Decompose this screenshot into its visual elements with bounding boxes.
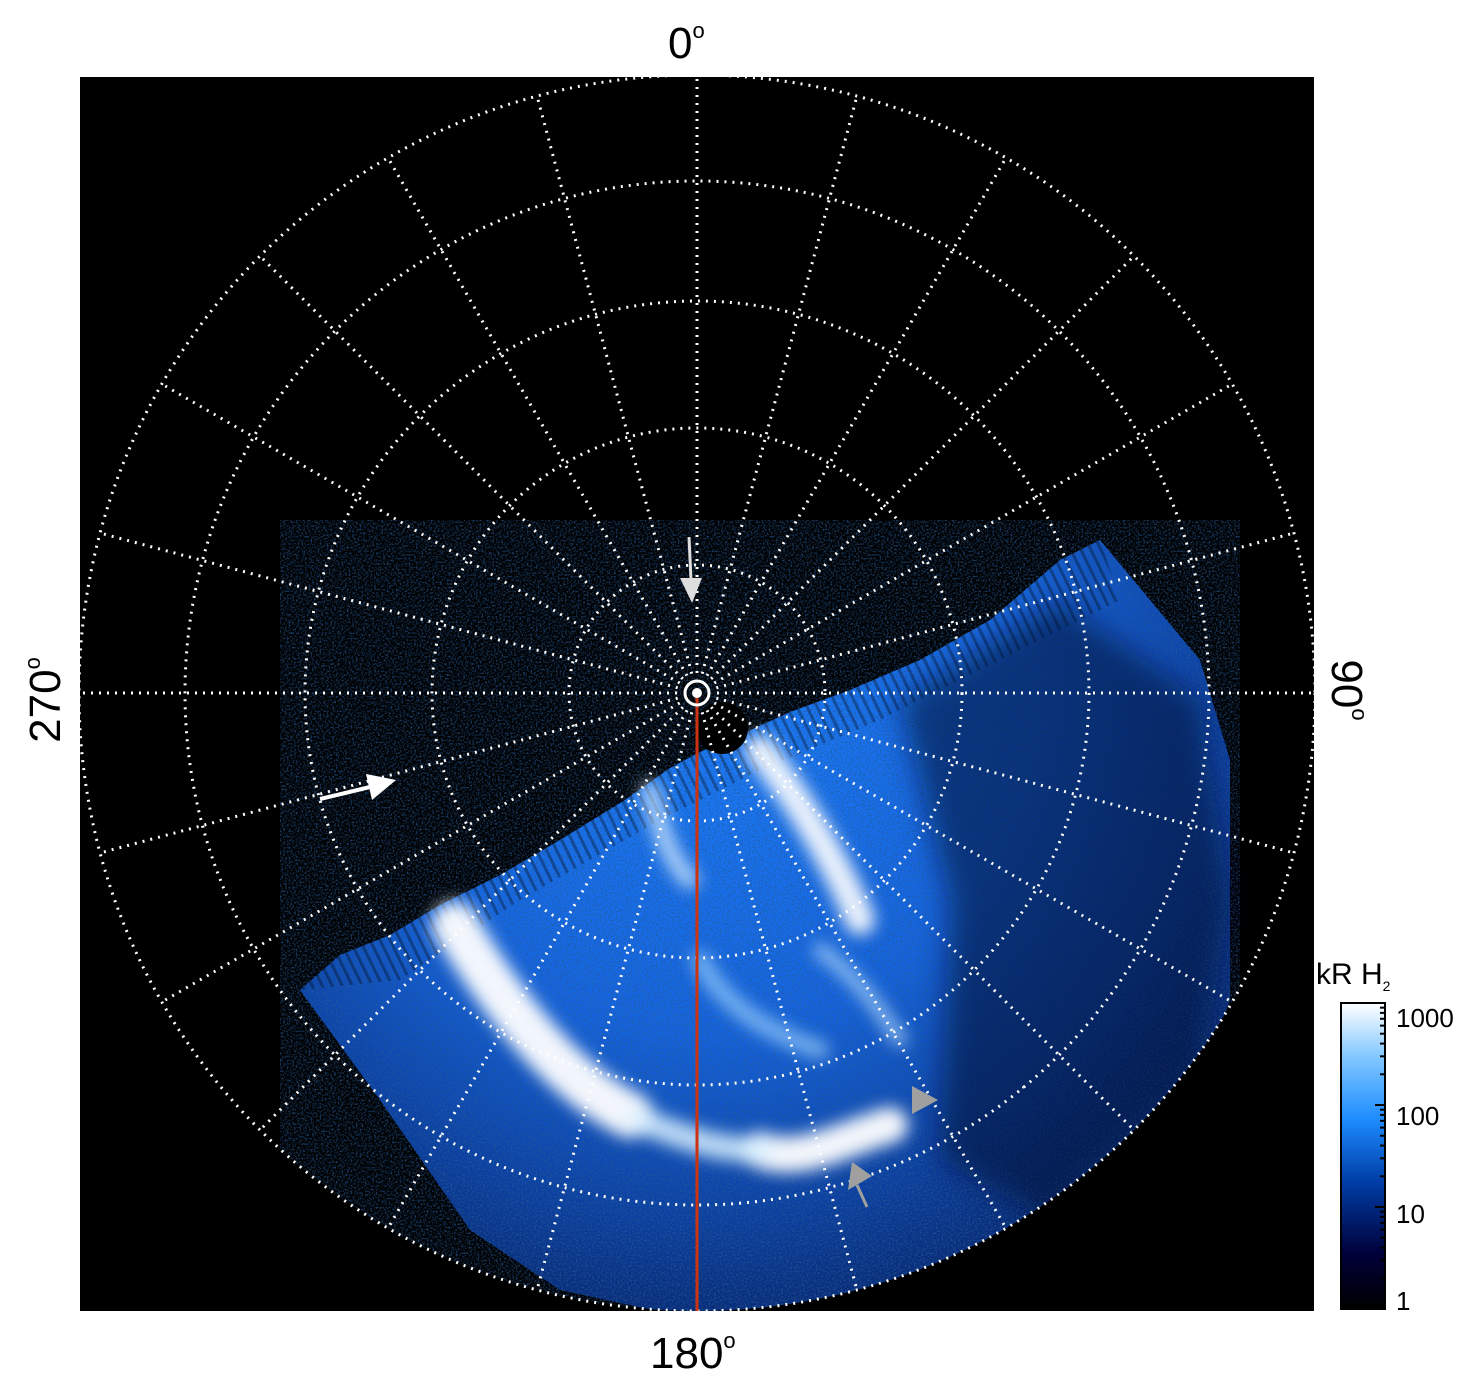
latitude-circle: [303, 299, 1091, 1087]
latitude-circle: [183, 179, 1211, 1207]
arrow-gray-upper: [912, 1086, 938, 1114]
auroral-emission: [280, 520, 1240, 1311]
colorbar-gradient: [1340, 1002, 1386, 1310]
colorbar-tick-label: 1000: [1396, 1003, 1454, 1033]
colorbar-tick-label: 1: [1396, 1286, 1411, 1316]
arrow-dawn-side: [319, 774, 396, 801]
pole-marker: [683, 679, 711, 707]
axis-label-180-deg: 180o: [650, 1328, 736, 1378]
colorbar-title: kR H2: [1316, 958, 1391, 994]
colorbar: [1340, 1002, 1386, 1310]
arrow-annotations: [319, 536, 938, 1208]
colorbar-ticks: [1375, 1002, 1385, 1310]
axis-label-90-deg: 90o: [1322, 659, 1372, 721]
arrow-gray-lower: [848, 1162, 872, 1208]
axis-label-270-deg: 270o: [20, 657, 70, 743]
colorbar-tick-label: 10: [1396, 1199, 1425, 1229]
arrow-near-pole: [680, 536, 702, 603]
axis-label-0-deg: 0o: [668, 18, 705, 68]
colorbar-tick-label: 100: [1396, 1101, 1440, 1131]
